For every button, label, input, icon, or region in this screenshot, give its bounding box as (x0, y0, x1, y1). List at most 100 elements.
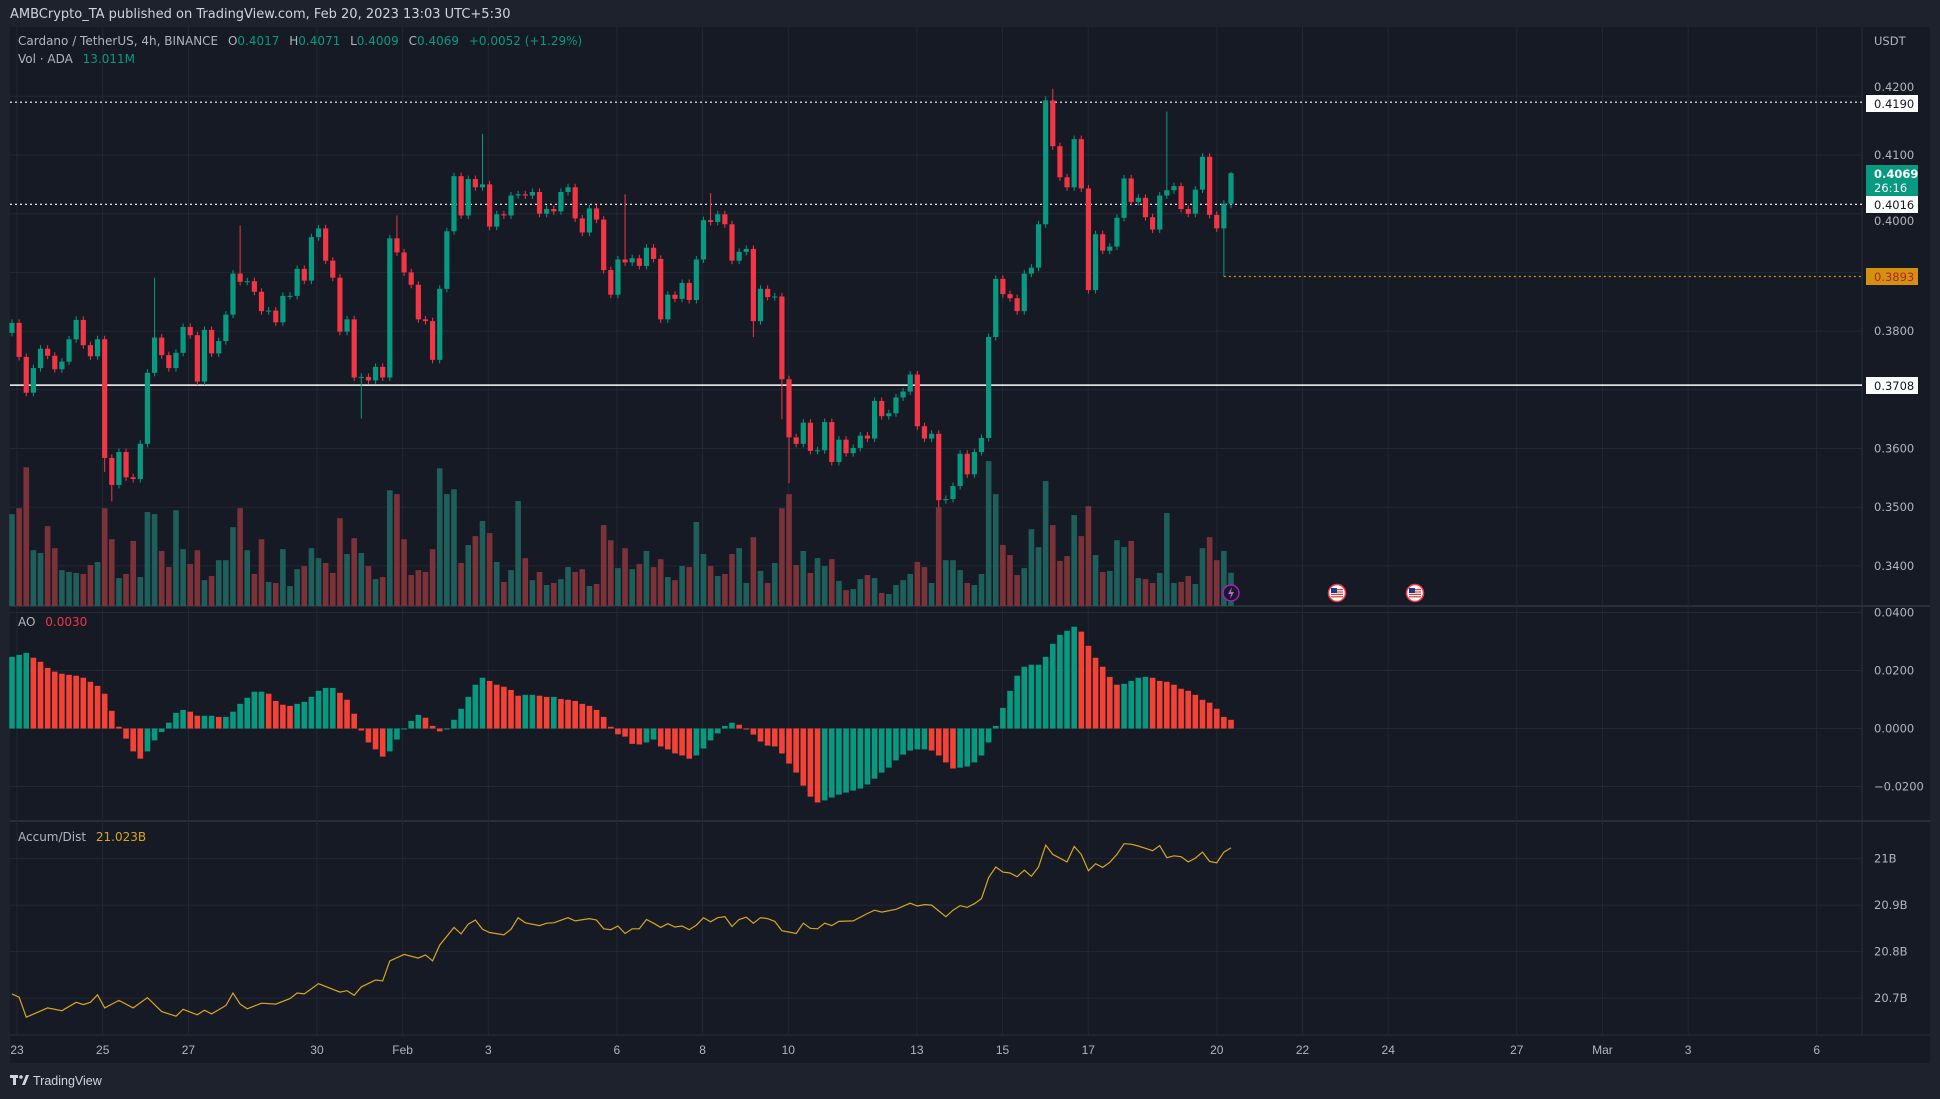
candle-body (237, 273, 243, 282)
volume-bar (429, 549, 436, 606)
candle-body (800, 422, 806, 444)
ao-bar (1121, 683, 1127, 729)
ao-bar (287, 705, 293, 729)
price-tick: 0.4000 (1874, 214, 1914, 228)
ao-bar (422, 717, 429, 729)
candle-body (323, 228, 329, 261)
candle-body (16, 322, 22, 357)
candle-body (372, 366, 379, 381)
volume-bar (287, 586, 293, 606)
candle-body (216, 341, 222, 354)
volume-bar (451, 489, 457, 606)
volume-bar (814, 558, 821, 606)
candle-body (37, 348, 44, 369)
volume-bar (1199, 548, 1206, 606)
ao-bar (1178, 688, 1184, 729)
date-tick: Feb (392, 1043, 413, 1057)
volume-bar (807, 572, 814, 606)
candle-body (1221, 203, 1227, 229)
candle-body (479, 184, 486, 188)
volume-bar (622, 548, 628, 606)
candle-body (273, 310, 279, 323)
candle-body (358, 376, 364, 378)
ao-bar (992, 725, 999, 729)
candle-body (1050, 100, 1056, 147)
candle-body (315, 228, 322, 238)
candle-body (73, 319, 79, 340)
ao-bar (322, 687, 329, 729)
candle-body (1171, 186, 1177, 191)
ao-bar (729, 722, 735, 729)
candle-body (209, 329, 215, 354)
candle-body (472, 179, 478, 188)
badge-resistance: 0.4190 (1866, 95, 1918, 112)
event-markers[interactable] (1222, 583, 1425, 603)
candle-body (187, 326, 193, 336)
volume-bar (1057, 560, 1063, 606)
candle-body (715, 214, 721, 222)
date-tick: 20 (1210, 1043, 1224, 1057)
volume-bar (1114, 540, 1120, 606)
candle-body (116, 452, 122, 485)
horizontal-levels[interactable] (10, 101, 1862, 386)
tradingview-logo[interactable]: TradingView (10, 1074, 103, 1088)
volume-bar (1213, 560, 1220, 606)
ao-bar (244, 697, 251, 729)
ao-bar (479, 677, 486, 729)
ao-bar (650, 728, 657, 740)
candle-body (1092, 234, 1099, 291)
volume-bar (1135, 578, 1142, 606)
ao-value: 0.0030 (45, 615, 87, 629)
volume-bar (194, 550, 201, 606)
volume-bar (358, 553, 365, 606)
volume-bar (201, 580, 208, 606)
volume-bar (608, 540, 614, 606)
volume-bar (771, 562, 778, 606)
ao-bar (700, 728, 707, 749)
ao-bar (66, 674, 72, 729)
ad-legend[interactable]: Accum/Dist 21.023B (18, 830, 146, 844)
volume-bar (1099, 571, 1106, 606)
candle-body (251, 281, 257, 292)
candle-body (636, 258, 642, 266)
high-value: 0.4071 (298, 34, 340, 48)
candle-body (1199, 156, 1206, 190)
badge-last-price: 0.4069 26:16 (1866, 165, 1918, 196)
candle-body (1071, 139, 1077, 188)
candle-body (280, 295, 286, 323)
volume-bar (686, 567, 693, 606)
ao-bar (536, 695, 543, 729)
candle-body (102, 339, 108, 458)
ao-legend[interactable]: AO 0.0030 (18, 615, 87, 629)
volume-bar (372, 579, 379, 606)
us-flag-event-icon[interactable] (1327, 583, 1347, 603)
volume-bar (1178, 581, 1184, 606)
volume-bar (828, 559, 835, 606)
ao-bar (764, 728, 771, 746)
volume-bar (779, 508, 785, 606)
volume-legend[interactable]: Vol · ADA 13.011M (18, 52, 135, 66)
candle-body (843, 439, 849, 454)
date-tick: 17 (1082, 1043, 1096, 1057)
volume-bar (764, 582, 771, 606)
candle-body (1100, 234, 1106, 251)
us-flag-event-icon[interactable] (1405, 583, 1425, 603)
lightning-event-icon[interactable] (1222, 584, 1240, 602)
svg-text:0.3708: 0.3708 (1874, 379, 1914, 393)
candle-body (943, 498, 949, 501)
candle-body (565, 187, 571, 192)
candle-body (608, 270, 614, 295)
volume-bar (750, 537, 757, 606)
symbol-legend[interactable]: Cardano / TetherUS, 4h, BINANCE O0.4017 … (18, 34, 582, 48)
ao-bar (935, 728, 942, 756)
candle-body (900, 391, 906, 398)
date-axis[interactable]: 23 25 27 30 Feb 3 6 8 10 13 15 17 20 22 24 27 Mar 3 6 (10, 1043, 1820, 1057)
ao-bar (543, 696, 550, 729)
ao-tick: 0.0200 (1874, 664, 1914, 678)
candle-body (1207, 156, 1213, 215)
ao-bar (814, 728, 821, 803)
ao-bar (94, 685, 101, 729)
ao-bar (579, 703, 586, 729)
candle-body (1142, 197, 1149, 218)
